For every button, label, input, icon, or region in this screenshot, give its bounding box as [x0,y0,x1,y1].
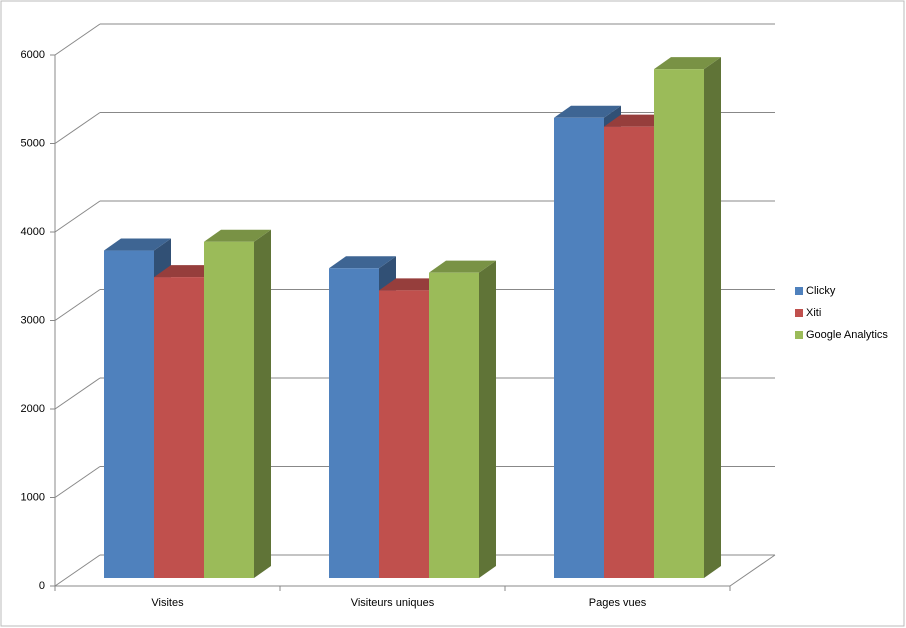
y-tick-label: 1000 [21,491,45,503]
bar-side [254,229,271,578]
grid-line [54,554,101,587]
y-tick-label: 2000 [21,403,45,415]
bar-top [429,260,496,273]
legend-swatch [795,331,803,339]
bar [604,126,654,579]
bar-top [554,105,621,118]
grid-line [54,466,101,498]
floor-edge [729,554,776,587]
y-tick-label: 4000 [21,226,45,238]
y-tick-label: 3000 [21,314,45,326]
bar [379,290,429,578]
bar [154,277,204,578]
grid-line [54,200,101,233]
x-tick-label: Visites [151,597,184,609]
y-tick-label: 0 [39,580,45,592]
legend: Clicky Xiti Google Analytics [795,285,888,341]
bar-side [479,260,496,578]
bar-top [329,256,396,269]
y-tick-label: 6000 [21,49,45,61]
legend-label: Clicky [806,285,836,297]
bar [204,241,254,578]
bar [104,250,154,579]
x-tick-label: Visiteurs uniques [351,597,435,609]
grid-line [54,112,101,144]
x-tick-label: Pages vues [589,597,647,609]
bar [329,268,379,578]
bar [429,272,479,578]
legend-label: Google Analytics [806,329,888,341]
bar-top [654,57,721,70]
bar-top [204,229,271,242]
grid-line [54,23,101,56]
legend-swatch [795,309,803,317]
grid-line [54,289,101,321]
bar [554,117,604,579]
grid-line [54,377,101,410]
legend-label: Xiti [806,307,821,319]
y-tick-label: 5000 [21,137,45,149]
bar-side [704,57,721,578]
bar-top [104,238,171,251]
legend-swatch [795,287,803,295]
bar [654,69,704,578]
